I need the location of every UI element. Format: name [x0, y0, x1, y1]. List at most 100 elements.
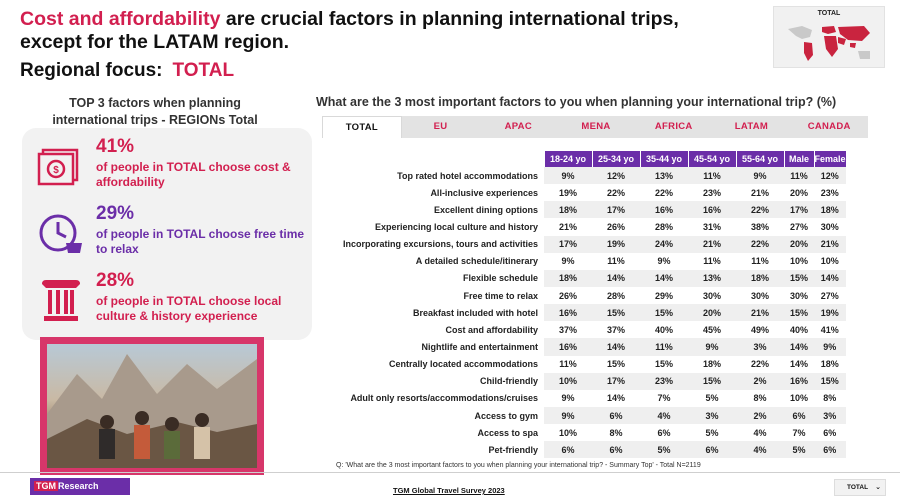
table-cell: 2% — [736, 406, 784, 425]
tab-apac[interactable]: APAC — [504, 121, 532, 132]
row-label: Cost and affordability — [445, 324, 538, 335]
table-cell: 6% — [688, 441, 736, 459]
table-cell: 21% — [750, 187, 769, 198]
tab-latam[interactable]: LATAM — [734, 121, 769, 132]
column-header: Female — [813, 151, 846, 167]
factor-relax-text: of people in TOTAL choose free time to r… — [96, 227, 305, 256]
table-cell: 11% — [688, 167, 736, 185]
clock-coffee-icon — [39, 214, 82, 253]
table-cell: 18% — [820, 359, 839, 370]
regional-focus: Regional focus: TOTAL — [20, 60, 234, 82]
table-cell: 6% — [814, 441, 846, 459]
row-label: A detailed schedule/itinerary — [415, 256, 538, 267]
table-row: Experiencing local culture and history 21… — [322, 218, 846, 235]
row-label: Centrally located accommodations — [388, 359, 538, 370]
column-header: 35-44 yo — [639, 151, 688, 167]
table-row: A detailed schedule/itinerary 9% 11% 9% 11% 1… — [322, 253, 846, 270]
region-select[interactable]: TOTAL ⌄ — [834, 479, 886, 496]
table-cell: 10% — [820, 256, 839, 267]
column-header: 55-64 yo — [735, 151, 784, 167]
table-cell: 27% — [820, 290, 839, 301]
table-cell: 5% — [705, 393, 719, 404]
table-cell: 19% — [592, 235, 640, 253]
row-label: Breakfast included with hotel — [412, 307, 538, 318]
row-label: All-inclusive experiences — [430, 187, 538, 198]
tab-canada[interactable]: CANADA — [807, 121, 851, 132]
top-factors-panel: $ 41% of people in TOTAL choose cost & a… — [22, 128, 312, 340]
table-cell: 22% — [606, 187, 625, 198]
table-cell: 5% — [705, 427, 719, 438]
table-cell: 41% — [820, 324, 839, 335]
table-cell: 3% — [688, 406, 736, 425]
table-cell: 6% — [592, 406, 640, 425]
row-label: Adult only resorts/accommodations/cruise… — [350, 393, 538, 404]
table-cell: 15% — [654, 359, 673, 370]
table-row: Cost and affordability 37% 37% 40% 45% 49% 40%… — [322, 321, 846, 338]
table-cell: 6% — [544, 441, 592, 459]
table-cell: 21% — [814, 235, 846, 253]
table-cell: 18% — [544, 269, 592, 287]
table-cell: 14% — [640, 269, 688, 287]
table-cell: 40% — [654, 324, 673, 335]
table-cell: 7% — [792, 427, 806, 438]
column-header: 45-54 yo — [687, 151, 736, 167]
table-cell: 4% — [753, 427, 767, 438]
tab-mena[interactable]: MENA — [581, 121, 611, 132]
table-cell: 3% — [736, 338, 784, 356]
table-cell: 16% — [640, 201, 688, 219]
table-cell: 14% — [606, 393, 625, 404]
row-label: Child-friendly — [480, 376, 538, 387]
table-cell: 11% — [640, 338, 688, 356]
table-cell: 8% — [753, 393, 767, 404]
table-cell: 23% — [640, 372, 688, 390]
headline-rest: are crucial factors in planning internat… — [20, 8, 679, 53]
table-cell: 5% — [784, 441, 814, 459]
table-cell: 9% — [736, 167, 784, 185]
factor-cost-pct: 41% — [96, 136, 135, 157]
table-cell: 16% — [688, 201, 736, 219]
region-select-value: TOTAL — [847, 484, 869, 491]
table-cell: 3% — [814, 406, 846, 425]
left-panel-title: TOP 3 factors when planning internationa… — [52, 96, 258, 127]
table-cell: 5% — [640, 441, 688, 459]
table-cell: 20% — [688, 304, 736, 322]
table-row: Flexible schedule 18% 14% 14% 13% 18% 15% 14% — [322, 269, 846, 287]
table-cell: 26% — [606, 221, 625, 232]
table-cell: 30% — [820, 221, 839, 232]
chevron-down-icon: ⌄ — [875, 484, 881, 491]
tab-africa[interactable]: AFRICA — [654, 121, 693, 132]
table-cell: 22% — [736, 235, 784, 253]
table-cell: 18% — [814, 201, 846, 219]
table-header-row: 18-24 yo 25-34 yo 35-44 yo 45-54 yo 55-64 yo… — [322, 151, 846, 167]
survey-link[interactable]: TGM Global Travel Survey 2023 — [393, 486, 505, 495]
table-cell: 11% — [703, 256, 721, 267]
factor-relax-pct: 29% — [96, 203, 135, 224]
table-cell: 23% — [820, 187, 839, 198]
money-icon: $ — [37, 148, 79, 186]
row-label: Access to spa — [477, 427, 538, 438]
tab-eu[interactable]: EU — [433, 121, 448, 132]
table-cell: 15% — [592, 304, 640, 322]
table-cell: 4% — [736, 441, 784, 459]
table-cell: 6% — [657, 427, 671, 438]
table-row: Centrally located accommodations 11% 15% 15… — [322, 356, 846, 373]
factor-relax: 29% of people in TOTAL choose free time … — [30, 203, 310, 269]
table-cell: 9% — [688, 338, 736, 356]
table-cell: 26% — [558, 290, 577, 301]
table-cell: 9% — [814, 338, 846, 356]
table-row: All-inclusive experiences 19% 22% 22% 23% 21%… — [322, 184, 846, 201]
map-card[interactable]: TOTAL — [773, 6, 885, 68]
header-blank — [322, 151, 544, 167]
table-cell: 9% — [561, 393, 575, 404]
table-cell: 37% — [558, 324, 577, 335]
table-cell: 15% — [688, 372, 736, 390]
table-cell: 15% — [606, 359, 625, 370]
table-cell: 9% — [544, 167, 592, 185]
table-cell: 22% — [654, 187, 673, 198]
table-row: Access to gym 9% 6% 4% 3% 2% 6% 3% — [322, 406, 846, 425]
column-header: 25-34 yo — [591, 151, 640, 167]
table-cell: 45% — [702, 324, 721, 335]
tab-total[interactable]: TOTAL — [322, 116, 402, 138]
table-cell: 37% — [606, 324, 625, 335]
focus-value: TOTAL — [172, 60, 235, 81]
